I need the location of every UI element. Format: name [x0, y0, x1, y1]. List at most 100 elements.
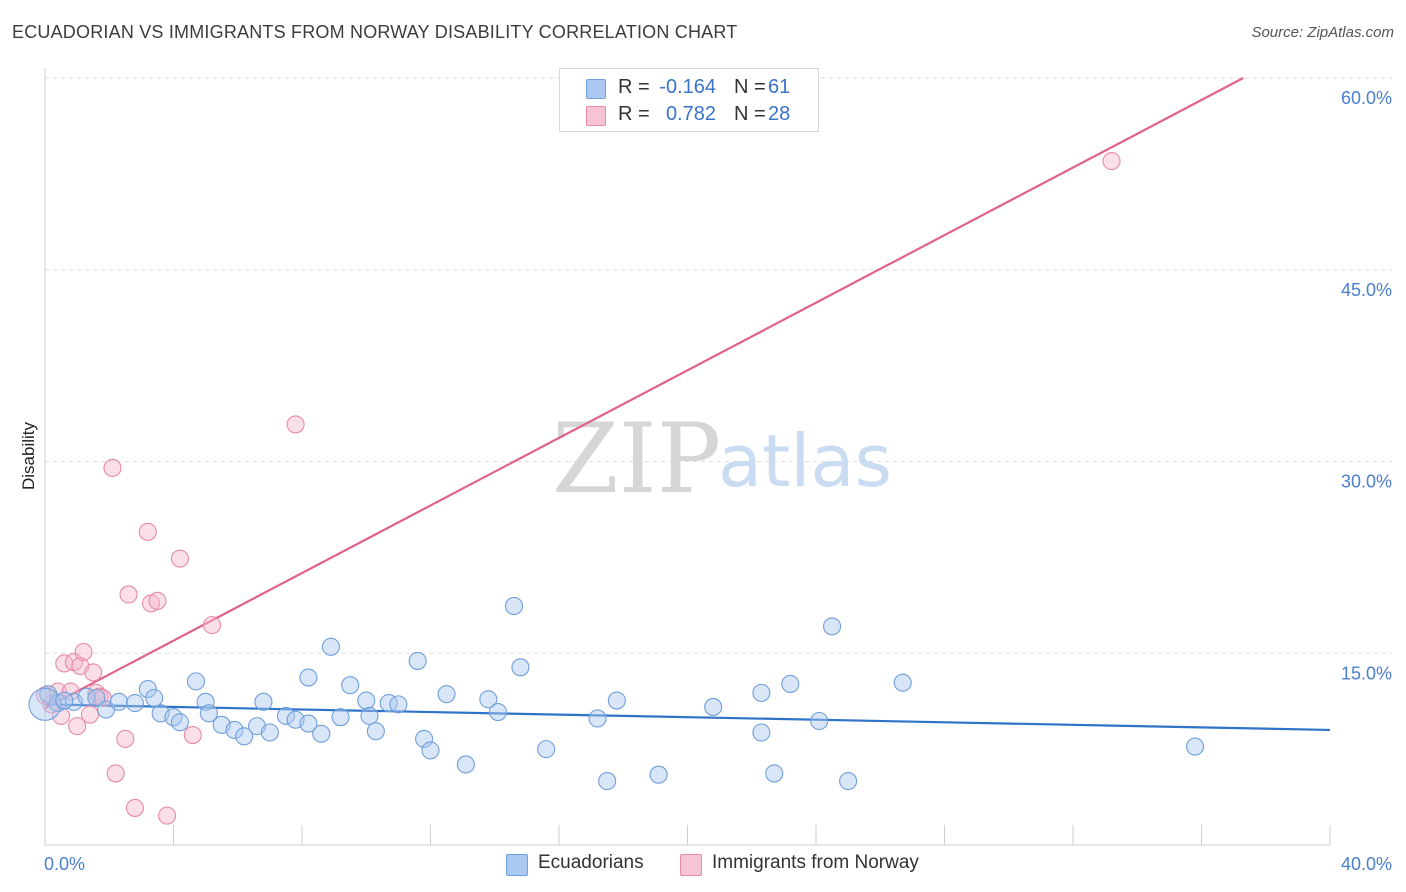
- y-axis-label: Disability: [19, 421, 38, 490]
- norway-point: [125, 798, 144, 817]
- n-label: N =: [734, 76, 766, 98]
- ecuadorian-point: [810, 711, 829, 731]
- ecuadorian-point: [823, 617, 842, 636]
- n-label: N =: [734, 103, 766, 125]
- series-legend: Ecuadorians Immigrants from Norway: [0, 852, 1406, 878]
- ecuadorian-point: [704, 697, 723, 716]
- ecuadorian-point: [488, 703, 508, 722]
- ecuadorian-point: [379, 694, 398, 713]
- x-tick-label: 40.0%: [1341, 854, 1392, 874]
- ecuadorian-point: [456, 755, 475, 774]
- n-value: 61: [768, 76, 791, 98]
- ecuadorian-point: [199, 704, 218, 723]
- ecuadorian-point: [893, 673, 912, 692]
- ecuadorian-point: [331, 708, 350, 727]
- y-tick-label: 30.0%: [1341, 472, 1392, 492]
- ecuadorian-point: [77, 687, 96, 706]
- gridlines: [45, 77, 1392, 654]
- legend-swatch-blue: [586, 79, 606, 99]
- x-tick-label: 0.0%: [44, 854, 85, 874]
- ecuadorian-point: [1186, 737, 1205, 756]
- ecuadorian-point: [598, 772, 617, 791]
- r-value: 0.782: [665, 103, 716, 125]
- norway-point: [61, 682, 80, 701]
- ecuadorian-point: [170, 713, 189, 732]
- ecuadorian-point: [55, 691, 74, 710]
- norway-point: [116, 729, 135, 748]
- y-tick-labels: 15.0% 30.0% 45.0% 60.0%: [1341, 88, 1392, 683]
- ecuadorian-point: [649, 765, 668, 784]
- ecuadorian-point: [360, 706, 379, 725]
- ecuadorian-point: [299, 668, 318, 687]
- legend-swatch-blue: [506, 854, 528, 876]
- r-label: R =: [618, 103, 650, 125]
- norway-point: [158, 806, 177, 825]
- ecuadorian-point: [341, 676, 360, 695]
- norway-point: [74, 642, 93, 662]
- y-tick-label: 45.0%: [1341, 280, 1392, 300]
- norway-point: [103, 458, 122, 477]
- ecuadorian-point: [109, 692, 128, 711]
- legend-swatch-pink: [586, 106, 606, 126]
- norway-point: [80, 705, 100, 724]
- source-credit: Source: ZipAtlas.com: [1251, 24, 1394, 41]
- ecuadorian-point: [312, 724, 331, 743]
- ecuadorian-point: [607, 691, 626, 710]
- ecuadorian-point: [781, 674, 800, 693]
- y-tick-label: 15.0%: [1341, 663, 1392, 683]
- ecuadorian-point: [28, 687, 62, 721]
- axes: [44, 68, 1331, 846]
- legend-row-norway: R = 0.782 N = 28: [560, 100, 818, 128]
- norway-trend-line: [44, 77, 1244, 710]
- ecuadorian-point: [752, 683, 771, 702]
- legend-row-ecuadorians: R = -0.164 N = 61: [560, 73, 818, 101]
- r-value: -0.164: [659, 76, 716, 98]
- watermark-zip: ZIP: [552, 403, 721, 515]
- ecuadorian-point: [421, 741, 440, 760]
- ecuadorian-point: [389, 695, 408, 714]
- norway-point: [106, 764, 125, 783]
- ecuadorian-point: [145, 688, 164, 708]
- norway-point: [203, 616, 222, 635]
- n-value: 28: [768, 103, 791, 125]
- ecuadorian-point: [225, 720, 244, 740]
- norway-point: [138, 522, 157, 541]
- ecuadorian-point: [186, 672, 206, 691]
- norway-point: [286, 415, 305, 434]
- legend-label: Ecuadorians: [538, 852, 644, 873]
- ecuadorian-point: [504, 596, 524, 616]
- norway-point: [183, 726, 202, 745]
- ecuadorian-points: [28, 596, 1205, 791]
- ecuadorian-point: [408, 651, 427, 670]
- ecuadorian-point: [254, 692, 273, 711]
- y-tick-label: 60.0%: [1341, 88, 1392, 108]
- r-label: R =: [618, 76, 650, 98]
- ecuadorian-point: [752, 723, 771, 742]
- stats-legend: R = -0.164 N = 61 R = 0.782 N = 28: [559, 68, 819, 132]
- chart-title: ECUADORIAN VS IMMIGRANTS FROM NORWAY DIS…: [12, 22, 738, 42]
- watermark-atlas: atlas: [718, 419, 892, 503]
- ecuadorian-point: [235, 727, 254, 746]
- ecuadorian-point: [839, 772, 858, 791]
- watermark: ZIP atlas: [552, 403, 892, 515]
- ecuadorian-point: [437, 685, 456, 704]
- x-tick-labels: 0.0% 40.0%: [44, 854, 1392, 874]
- ecuadorian-point: [511, 658, 530, 677]
- ecuadorian-point: [765, 764, 784, 783]
- legend-swatch-pink: [680, 854, 702, 876]
- norway-point: [119, 585, 138, 604]
- norway-point: [84, 663, 103, 682]
- norway-point: [170, 549, 189, 568]
- ecuadorian-point: [357, 691, 376, 710]
- ecuadorian-point: [299, 714, 318, 733]
- ecuadorian-point: [276, 706, 295, 725]
- ecuadorian-point: [125, 694, 144, 713]
- ecuadorian-point: [260, 723, 279, 742]
- ecuadorian-point: [537, 740, 556, 759]
- norway-point: [68, 717, 87, 736]
- ecuadorian-point: [138, 679, 157, 699]
- norway-point: [1102, 152, 1121, 171]
- ecuadorian-point: [415, 729, 434, 748]
- legend-label: Immigrants from Norway: [712, 852, 919, 873]
